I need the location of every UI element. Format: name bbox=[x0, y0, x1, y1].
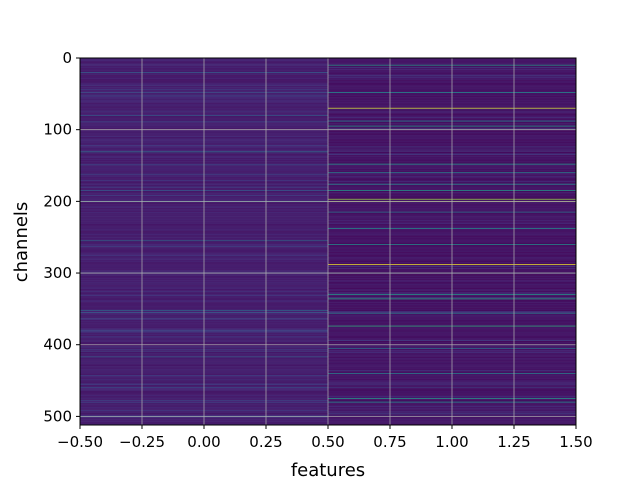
x-tick-label: 0.50 bbox=[311, 433, 344, 451]
y-axis-label: channels bbox=[11, 202, 32, 283]
x-tick-label: 0.25 bbox=[249, 433, 282, 451]
grid-lines bbox=[80, 58, 576, 425]
y-tick-label: 200 bbox=[43, 192, 72, 210]
x-axis-ticks: −0.50 −0.25 0.00 0.25 0.50 0.75 1.00 1.25 1.50 bbox=[57, 425, 593, 451]
x-tick-label: 0.00 bbox=[187, 433, 220, 451]
y-tick-label: 500 bbox=[43, 407, 72, 425]
x-tick-label: 0.75 bbox=[373, 433, 406, 451]
y-tick-label: 0 bbox=[62, 49, 72, 67]
y-tick-label: 400 bbox=[43, 336, 72, 354]
y-axis-ticks: 0 100 200 300 400 500 bbox=[43, 49, 80, 425]
x-tick-label: −0.25 bbox=[119, 433, 165, 451]
x-tick-label: 1.25 bbox=[497, 433, 530, 451]
y-tick-label: 100 bbox=[43, 121, 72, 139]
y-tick-label: 300 bbox=[43, 264, 72, 282]
x-axis-label: features bbox=[291, 460, 365, 480]
x-tick-label: −0.50 bbox=[57, 433, 103, 451]
x-tick-label: 1.50 bbox=[559, 433, 592, 451]
x-tick-label: 1.00 bbox=[435, 433, 468, 451]
